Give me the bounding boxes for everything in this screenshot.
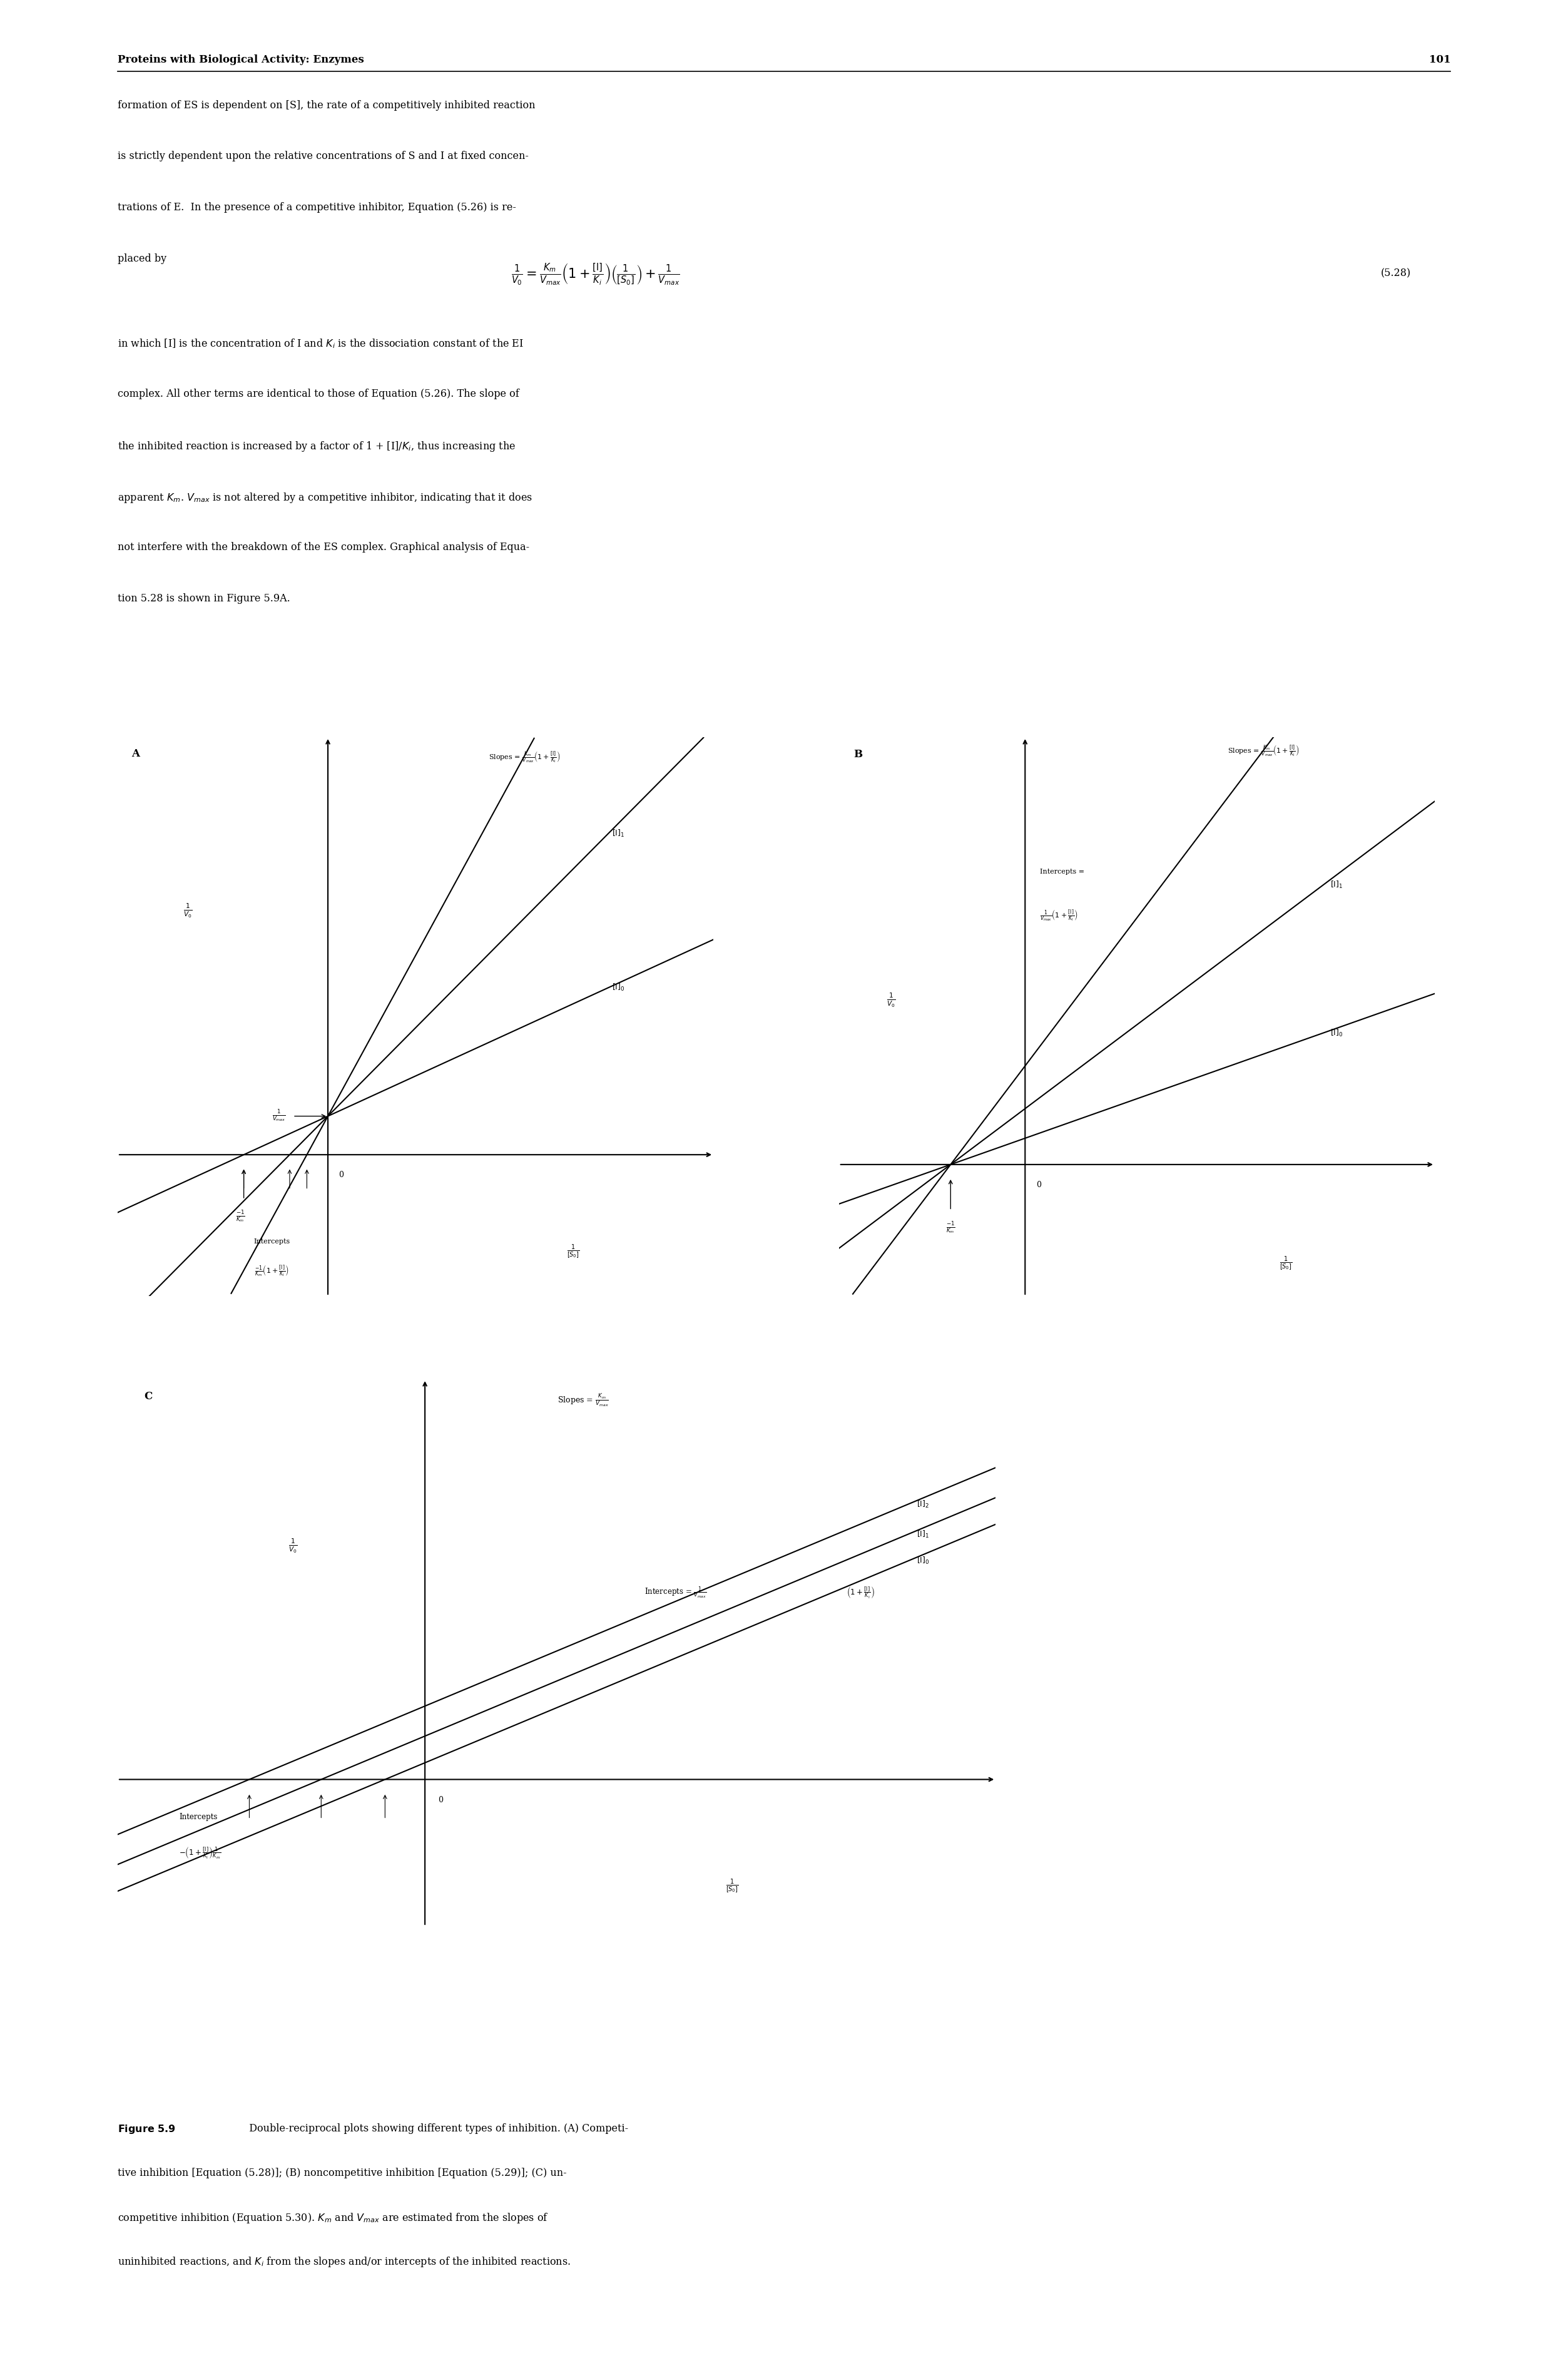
- Text: Intercepts =: Intercepts =: [1040, 868, 1085, 875]
- Text: $\frac{-1}{K_m}$: $\frac{-1}{K_m}$: [946, 1220, 955, 1234]
- Text: tive inhibition [Equation (5.28)]; (B) noncompetitive inhibition [Equation (5.29: tive inhibition [Equation (5.28)]; (B) n…: [118, 2169, 566, 2178]
- Text: $\frac{1}{V_0}$: $\frac{1}{V_0}$: [886, 992, 895, 1008]
- Text: placed by: placed by: [118, 254, 166, 264]
- Text: $\frac{1}{V_0}$: $\frac{1}{V_0}$: [289, 1539, 298, 1555]
- Text: Intercepts: Intercepts: [254, 1239, 290, 1244]
- Text: $[\mathrm{I}]_0$: $[\mathrm{I}]_0$: [1331, 1027, 1344, 1039]
- Text: $[\mathrm{I}]_0$: $[\mathrm{I}]_0$: [612, 982, 624, 992]
- Text: tion 5.28 is shown in Figure 5.9A.: tion 5.28 is shown in Figure 5.9A.: [118, 594, 290, 604]
- Text: not interfere with the breakdown of the ES complex. Graphical analysis of Equa-: not interfere with the breakdown of the …: [118, 542, 530, 552]
- Text: is strictly dependent upon the relative concentrations of S and I at fixed conce: is strictly dependent upon the relative …: [118, 152, 528, 162]
- Text: complex. All other terms are identical to those of Equation (5.26). The slope of: complex. All other terms are identical t…: [118, 388, 519, 400]
- Text: $[\mathrm{I}]_1$: $[\mathrm{I}]_1$: [917, 1529, 930, 1539]
- Text: Double-reciprocal plots showing different types of inhibition. (A) Competi-: Double-reciprocal plots showing differen…: [243, 2124, 629, 2133]
- Text: $[\mathrm{I}]_2$: $[\mathrm{I}]_2$: [917, 1498, 930, 1510]
- Text: $\frac{1}{V_0} = \frac{K_m}{V_{max}}\left(1 + \frac{[\mathrm{I}]}{K_i}\right)\le: $\frac{1}{V_0} = \frac{K_m}{V_{max}}\lef…: [511, 262, 681, 285]
- Text: $\frac{-1}{K_m}$: $\frac{-1}{K_m}$: [235, 1210, 245, 1225]
- Text: B: B: [855, 749, 862, 759]
- Text: $\frac{1}{[S_0]}$: $\frac{1}{[S_0]}$: [568, 1244, 580, 1260]
- Text: $\frac{1}{[S_0]}$: $\frac{1}{[S_0]}$: [1279, 1256, 1292, 1272]
- Text: apparent $K_m$. $V_{max}$ is not altered by a competitive inhibitor, indicating : apparent $K_m$. $V_{max}$ is not altered…: [118, 492, 533, 504]
- Text: $\frac{-1}{K_m}\left(1+\frac{[\mathrm{I}]}{K_\mathrm{I}}\right)$: $\frac{-1}{K_m}\left(1+\frac{[\mathrm{I}…: [254, 1263, 289, 1279]
- Text: Slopes = $\frac{K_m}{V_{max}}\left(1+\frac{[\mathrm{I}]}{K_\mathrm{I}}\right)$: Slopes = $\frac{K_m}{V_{max}}\left(1+\fr…: [488, 749, 560, 766]
- Text: C: C: [144, 1391, 152, 1401]
- Text: Proteins with Biological Activity: Enzymes: Proteins with Biological Activity: Enzym…: [118, 55, 364, 64]
- Text: the inhibited reaction is increased by a factor of 1 + [I]/$K_i$, thus increasin: the inhibited reaction is increased by a…: [118, 440, 516, 454]
- Text: $\mathbf{Figure\ 5.9}$: $\mathbf{Figure\ 5.9}$: [118, 2124, 176, 2135]
- Text: $[\mathrm{I}]_1$: $[\mathrm{I}]_1$: [1331, 880, 1344, 889]
- Text: Intercepts = $\frac{1}{V_{max}}$: Intercepts = $\frac{1}{V_{max}}$: [644, 1586, 707, 1600]
- Text: 101: 101: [1428, 55, 1450, 64]
- Text: competitive inhibition (Equation 5.30). $K_m$ and $V_{max}$ are estimated from t: competitive inhibition (Equation 5.30). …: [118, 2212, 549, 2226]
- Text: $\frac{1}{V_{max}}\left(1+\frac{[\mathrm{I}]}{K_\mathrm{I}}\right)$: $\frac{1}{V_{max}}\left(1+\frac{[\mathrm…: [1040, 908, 1077, 923]
- Text: formation of ES is dependent on [S], the rate of a competitively inhibited react: formation of ES is dependent on [S], the…: [118, 100, 535, 109]
- Text: Intercepts: Intercepts: [179, 1812, 218, 1822]
- Text: A: A: [132, 749, 140, 759]
- Text: uninhibited reactions, and $K_i$ from the slopes and/or intercepts of the inhibi: uninhibited reactions, and $K_i$ from th…: [118, 2254, 571, 2269]
- Text: 0: 0: [1036, 1182, 1041, 1189]
- Text: $\left(1+\frac{[\mathrm{I}]}{K_\mathrm{I}}\right)$: $\left(1+\frac{[\mathrm{I}]}{K_\mathrm{I…: [847, 1586, 875, 1600]
- Text: $\frac{1}{V_0}$: $\frac{1}{V_0}$: [183, 901, 193, 920]
- Text: Slopes = $\frac{K_m}{V_{max}}\left(1+\frac{[\mathrm{I}]}{K_\mathrm{I}}\right)$: Slopes = $\frac{K_m}{V_{max}}\left(1+\fr…: [1228, 744, 1300, 759]
- Text: $[\mathrm{I}]_1$: $[\mathrm{I}]_1$: [612, 828, 624, 839]
- Text: trations of E.  In the presence of a competitive inhibitor, Equation (5.26) is r: trations of E. In the presence of a comp…: [118, 202, 516, 212]
- Text: (5.28): (5.28): [1381, 269, 1411, 278]
- Text: $\frac{1}{V_{max}}$: $\frac{1}{V_{max}}$: [273, 1108, 285, 1122]
- Text: Slopes = $\frac{K_m}{V_{max}}$: Slopes = $\frac{K_m}{V_{max}}$: [557, 1394, 608, 1408]
- Text: 0: 0: [437, 1795, 444, 1805]
- Text: $[\mathrm{I}]_0$: $[\mathrm{I}]_0$: [917, 1555, 930, 1567]
- Text: $-\left(1+\frac{[\mathrm{I}]}{K_\mathrm{I}}\right)\frac{1}{K_m}$: $-\left(1+\frac{[\mathrm{I}]}{K_\mathrm{…: [179, 1845, 221, 1860]
- Text: $\frac{1}{[S_0]}$: $\frac{1}{[S_0]}$: [726, 1879, 739, 1895]
- Text: 0: 0: [339, 1170, 343, 1179]
- Text: in which [I] is the concentration of I and $K_i$ is the dissociation constant of: in which [I] is the concentration of I a…: [118, 338, 524, 350]
